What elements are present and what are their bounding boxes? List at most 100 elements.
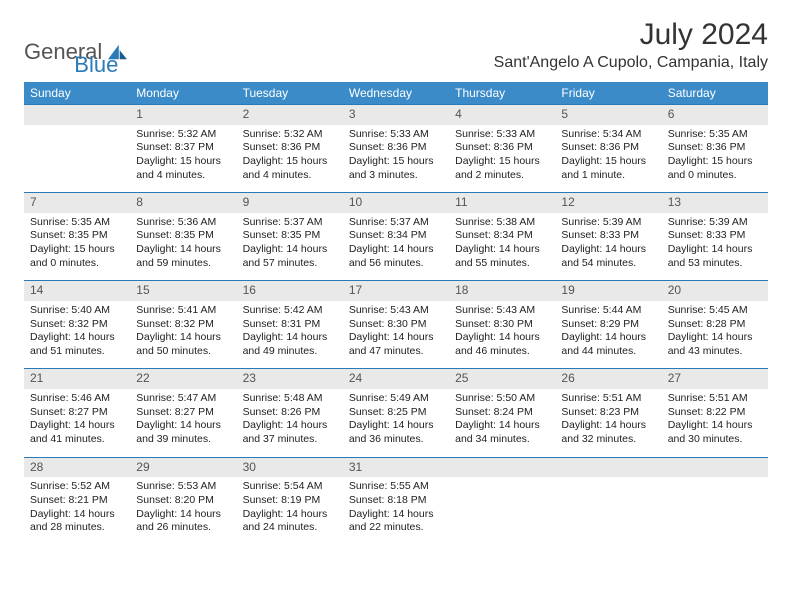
- sunrise-text: Sunrise: 5:33 AM: [455, 128, 549, 142]
- sunset-text: Sunset: 8:23 PM: [561, 406, 655, 420]
- sunset-text: Sunset: 8:33 PM: [561, 229, 655, 243]
- day-number-cell: 26: [555, 369, 661, 389]
- day-number-cell: 1: [130, 105, 236, 125]
- dl1-text: Daylight: 14 hours: [30, 419, 124, 433]
- sunrise-text: Sunrise: 5:37 AM: [243, 216, 337, 230]
- dl1-text: Daylight: 14 hours: [243, 243, 337, 257]
- weekday-header: Monday: [130, 82, 236, 105]
- day-info-cell: Sunrise: 5:48 AMSunset: 8:26 PMDaylight:…: [237, 389, 343, 457]
- day-number-cell: 14: [24, 281, 130, 301]
- sunset-text: Sunset: 8:20 PM: [136, 494, 230, 508]
- dl1-text: Daylight: 14 hours: [136, 419, 230, 433]
- sunrise-text: Sunrise: 5:40 AM: [30, 304, 124, 318]
- sunrise-text: Sunrise: 5:52 AM: [30, 480, 124, 494]
- day-number-cell: 17: [343, 281, 449, 301]
- sunrise-text: Sunrise: 5:44 AM: [561, 304, 655, 318]
- day-number-cell: 5: [555, 105, 661, 125]
- day-number-cell: 6: [662, 105, 768, 125]
- dl2-text: and 28 minutes.: [30, 521, 124, 535]
- dl2-text: and 59 minutes.: [136, 257, 230, 271]
- day-info-cell: Sunrise: 5:52 AMSunset: 8:21 PMDaylight:…: [24, 477, 130, 545]
- daynum-row: 28293031: [24, 457, 768, 477]
- day-number-cell: 22: [130, 369, 236, 389]
- sunset-text: Sunset: 8:22 PM: [668, 406, 762, 420]
- logo-text-blue: Blue: [74, 52, 118, 78]
- sunset-text: Sunset: 8:27 PM: [136, 406, 230, 420]
- dl1-text: Daylight: 15 hours: [668, 155, 762, 169]
- dl2-text: and 50 minutes.: [136, 345, 230, 359]
- dl1-text: Daylight: 15 hours: [349, 155, 443, 169]
- sunrise-text: Sunrise: 5:55 AM: [349, 480, 443, 494]
- sunrise-text: Sunrise: 5:32 AM: [243, 128, 337, 142]
- day-info-cell: Sunrise: 5:51 AMSunset: 8:22 PMDaylight:…: [662, 389, 768, 457]
- dl2-text: and 1 minute.: [561, 169, 655, 183]
- sunset-text: Sunset: 8:21 PM: [30, 494, 124, 508]
- day-info-cell: Sunrise: 5:45 AMSunset: 8:28 PMDaylight:…: [662, 301, 768, 369]
- day-number-cell: 10: [343, 193, 449, 213]
- dl2-text: and 24 minutes.: [243, 521, 337, 535]
- weekday-header: Friday: [555, 82, 661, 105]
- dl2-text: and 49 minutes.: [243, 345, 337, 359]
- brand-logo: General Blue: [24, 18, 118, 78]
- dl1-text: Daylight: 14 hours: [136, 331, 230, 345]
- sunrise-text: Sunrise: 5:54 AM: [243, 480, 337, 494]
- day-number-cell: [449, 457, 555, 477]
- sunset-text: Sunset: 8:30 PM: [349, 318, 443, 332]
- day-number-cell: 27: [662, 369, 768, 389]
- sunset-text: Sunset: 8:35 PM: [243, 229, 337, 243]
- dl2-text: and 54 minutes.: [561, 257, 655, 271]
- sunrise-text: Sunrise: 5:35 AM: [30, 216, 124, 230]
- dl1-text: Daylight: 15 hours: [455, 155, 549, 169]
- day-info-cell: Sunrise: 5:38 AMSunset: 8:34 PMDaylight:…: [449, 213, 555, 281]
- dl1-text: Daylight: 15 hours: [136, 155, 230, 169]
- dl2-text: and 47 minutes.: [349, 345, 443, 359]
- sunrise-text: Sunrise: 5:50 AM: [455, 392, 549, 406]
- sunset-text: Sunset: 8:18 PM: [349, 494, 443, 508]
- dl1-text: Daylight: 14 hours: [136, 243, 230, 257]
- day-info-cell: Sunrise: 5:33 AMSunset: 8:36 PMDaylight:…: [343, 125, 449, 193]
- day-number-cell: 30: [237, 457, 343, 477]
- day-number-cell: 16: [237, 281, 343, 301]
- day-info-cell: Sunrise: 5:43 AMSunset: 8:30 PMDaylight:…: [343, 301, 449, 369]
- day-info-cell: Sunrise: 5:41 AMSunset: 8:32 PMDaylight:…: [130, 301, 236, 369]
- day-number-cell: 23: [237, 369, 343, 389]
- dl1-text: Daylight: 14 hours: [561, 331, 655, 345]
- weekday-header: Sunday: [24, 82, 130, 105]
- day-info-cell: [24, 125, 130, 193]
- title-block: July 2024 Sant'Angelo A Cupolo, Campania…: [494, 18, 768, 72]
- sunrise-text: Sunrise: 5:43 AM: [455, 304, 549, 318]
- day-info-cell: [662, 477, 768, 545]
- day-number-cell: 21: [24, 369, 130, 389]
- day-info-cell: Sunrise: 5:46 AMSunset: 8:27 PMDaylight:…: [24, 389, 130, 457]
- sunrise-text: Sunrise: 5:45 AM: [668, 304, 762, 318]
- sunset-text: Sunset: 8:25 PM: [349, 406, 443, 420]
- dl2-text: and 43 minutes.: [668, 345, 762, 359]
- day-number-cell: 19: [555, 281, 661, 301]
- dl1-text: Daylight: 14 hours: [349, 419, 443, 433]
- day-info-cell: Sunrise: 5:50 AMSunset: 8:24 PMDaylight:…: [449, 389, 555, 457]
- weekday-header: Saturday: [662, 82, 768, 105]
- day-number-cell: 24: [343, 369, 449, 389]
- day-info-row: Sunrise: 5:40 AMSunset: 8:32 PMDaylight:…: [24, 301, 768, 369]
- weekday-header: Thursday: [449, 82, 555, 105]
- dl1-text: Daylight: 14 hours: [30, 331, 124, 345]
- day-info-cell: Sunrise: 5:53 AMSunset: 8:20 PMDaylight:…: [130, 477, 236, 545]
- day-info-cell: Sunrise: 5:49 AMSunset: 8:25 PMDaylight:…: [343, 389, 449, 457]
- sunset-text: Sunset: 8:36 PM: [455, 141, 549, 155]
- sunset-text: Sunset: 8:32 PM: [136, 318, 230, 332]
- sunrise-text: Sunrise: 5:51 AM: [561, 392, 655, 406]
- dl2-text: and 2 minutes.: [455, 169, 549, 183]
- day-info-cell: Sunrise: 5:55 AMSunset: 8:18 PMDaylight:…: [343, 477, 449, 545]
- dl1-text: Daylight: 15 hours: [243, 155, 337, 169]
- dl2-text: and 32 minutes.: [561, 433, 655, 447]
- day-info-cell: Sunrise: 5:32 AMSunset: 8:36 PMDaylight:…: [237, 125, 343, 193]
- sunrise-text: Sunrise: 5:48 AM: [243, 392, 337, 406]
- day-info-cell: Sunrise: 5:47 AMSunset: 8:27 PMDaylight:…: [130, 389, 236, 457]
- dl1-text: Daylight: 15 hours: [30, 243, 124, 257]
- dl2-text: and 36 minutes.: [349, 433, 443, 447]
- day-info-cell: Sunrise: 5:42 AMSunset: 8:31 PMDaylight:…: [237, 301, 343, 369]
- weekday-header-row: Sunday Monday Tuesday Wednesday Thursday…: [24, 82, 768, 105]
- dl1-text: Daylight: 14 hours: [455, 419, 549, 433]
- sunset-text: Sunset: 8:34 PM: [455, 229, 549, 243]
- dl2-text: and 22 minutes.: [349, 521, 443, 535]
